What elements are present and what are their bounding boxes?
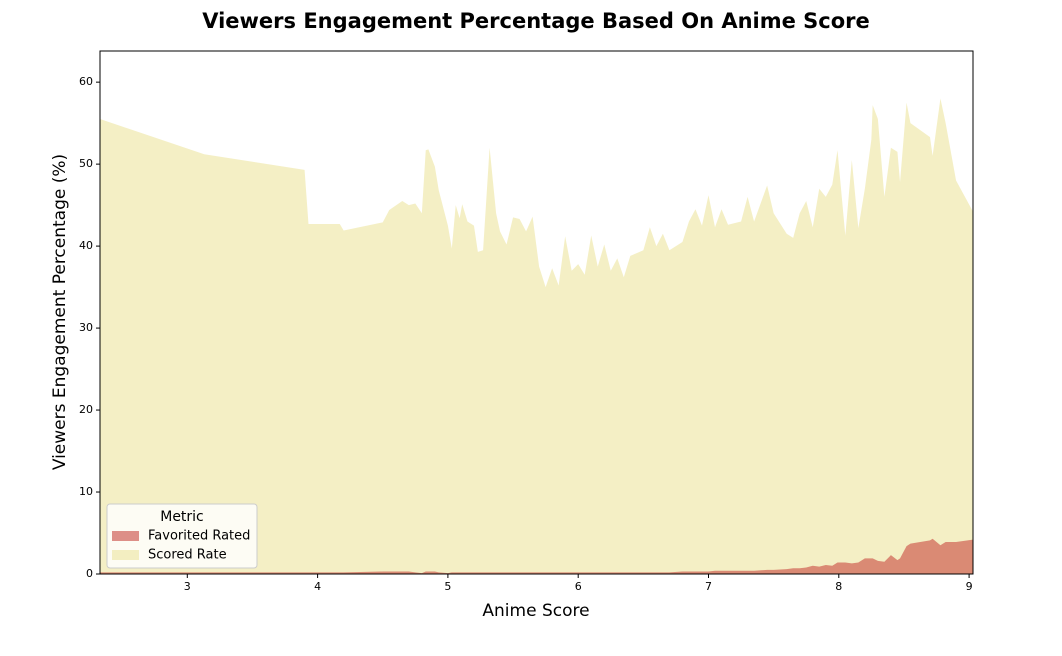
x-tick-label: 5 <box>444 580 451 593</box>
area <box>100 538 973 574</box>
x-tick-label: 6 <box>575 580 582 593</box>
x-tick-label: 7 <box>705 580 712 593</box>
legend: Metric Favorited Rated Scored Rate <box>106 503 258 569</box>
y-tick-label: 20 <box>79 403 93 416</box>
x-tick-label: 3 <box>184 580 191 593</box>
x-axis-label: Anime Score <box>482 601 589 621</box>
legend-swatch <box>112 531 139 541</box>
y-axis-label: Viewers Engagement Percentage (%) <box>50 154 70 470</box>
legend-label: Favorited Rated <box>148 529 250 544</box>
y-tick-label: 10 <box>79 485 93 498</box>
y-tick-label: 50 <box>79 157 93 170</box>
chart-title: Viewers Engagement Percentage Based On A… <box>202 9 870 33</box>
area <box>100 98 973 574</box>
legend-swatch <box>112 550 139 560</box>
x-tick-label: 9 <box>966 580 973 593</box>
y-tick-label: 30 <box>79 321 93 334</box>
plot-frame <box>99 50 974 575</box>
x-tick-label: 8 <box>835 580 842 593</box>
y-tick-label: 0 <box>86 567 93 580</box>
y-tick-label: 60 <box>79 75 93 88</box>
x-tick-label: 4 <box>314 580 321 593</box>
legend-title: Metric <box>160 509 204 525</box>
legend-label: Scored Rate <box>148 548 227 563</box>
plot-area <box>100 98 973 574</box>
legend-box <box>106 503 258 569</box>
y-tick-label: 40 <box>79 239 93 252</box>
